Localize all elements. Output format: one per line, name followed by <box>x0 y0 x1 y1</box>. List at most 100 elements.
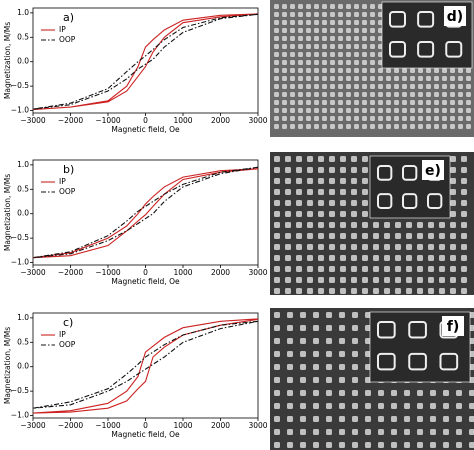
sem-dot <box>314 84 319 89</box>
sem-dot <box>307 189 313 195</box>
sem-dot <box>274 351 280 357</box>
legend-label: IP <box>59 330 66 339</box>
sem-dot <box>426 84 431 89</box>
x-tick-label: −1000 <box>95 268 121 277</box>
sem-dot <box>456 416 462 422</box>
sem-dot <box>450 189 456 195</box>
sem-dot <box>340 233 346 239</box>
sem-dot <box>417 266 423 272</box>
sem-dot <box>417 244 423 250</box>
sem-dot <box>450 100 455 105</box>
sem-dot <box>274 52 279 57</box>
sem-dot <box>274 36 279 41</box>
sem-dot <box>365 390 371 396</box>
sem-dot <box>373 244 379 250</box>
sem-dot <box>466 116 471 121</box>
x-axis-label: Magnetic field, Oe <box>111 125 180 134</box>
sem-dot <box>394 68 399 73</box>
sem-dot <box>461 156 467 162</box>
sem-dot <box>365 377 371 383</box>
sem-dot <box>329 266 335 272</box>
sem-dot <box>290 116 295 121</box>
x-axis-label: Magnetic field, Oe <box>111 277 180 286</box>
sem-dot <box>365 429 371 435</box>
sem-dot <box>430 390 436 396</box>
sem-dot <box>285 277 291 283</box>
sem-dot <box>384 244 390 250</box>
sem-dot <box>466 92 471 97</box>
sem-dot <box>340 211 346 217</box>
inset-particle <box>389 41 406 58</box>
sem-dot <box>430 416 436 422</box>
sem-dot <box>314 20 319 25</box>
sem-dot <box>450 92 455 97</box>
sem-dot <box>365 442 371 448</box>
sem-dot <box>352 312 358 318</box>
sem-dot <box>402 116 407 121</box>
sem-dot <box>296 266 302 272</box>
sem-dot <box>300 325 306 331</box>
sem-dot <box>307 156 313 162</box>
sem-dot <box>394 108 399 113</box>
sem-dot <box>354 92 359 97</box>
y-tick-label: −0.5 <box>11 81 29 90</box>
sem-dot <box>290 60 295 65</box>
sem-dot <box>330 124 335 129</box>
sem-dot <box>450 116 455 121</box>
y-tick-label: 0.0 <box>17 209 29 218</box>
sem-dot <box>282 68 287 73</box>
sem-dot <box>439 255 445 261</box>
sem-dot <box>426 76 431 81</box>
sem-dot <box>362 116 367 121</box>
sem-dot <box>378 442 384 448</box>
sem-dot <box>274 233 280 239</box>
x-tick-label: 0 <box>143 421 148 430</box>
sem-dot <box>391 442 397 448</box>
sem-dot <box>306 44 311 49</box>
sem-dot <box>404 429 410 435</box>
sem-dot <box>307 244 313 250</box>
sem-dot <box>285 244 291 250</box>
sem-dot <box>354 4 359 9</box>
sem-dot <box>285 211 291 217</box>
sem-dot <box>406 233 412 239</box>
sem-dot <box>313 429 319 435</box>
sem-dot <box>274 266 280 272</box>
sem-dot <box>306 28 311 33</box>
sem-dot <box>306 68 311 73</box>
sem-dot <box>296 178 302 184</box>
sem-dot <box>395 277 401 283</box>
sem-dot <box>326 351 332 357</box>
sem-dot <box>274 167 280 173</box>
sem-dot <box>314 52 319 57</box>
sem-dot <box>314 92 319 97</box>
sem-dot <box>378 100 383 105</box>
sem-dot <box>339 325 345 331</box>
sem-dot <box>298 44 303 49</box>
sem-dot <box>469 390 474 396</box>
inset-particle <box>408 352 427 371</box>
sem-dot <box>307 266 313 272</box>
sem-dot <box>458 92 463 97</box>
sem-dot <box>282 52 287 57</box>
sem-dot <box>274 4 279 9</box>
hysteresis-curve <box>32 166 259 259</box>
sem-dot <box>339 442 345 448</box>
sem-dot <box>296 222 302 228</box>
sem-dot <box>274 44 279 49</box>
sem-dot <box>458 68 463 73</box>
sem-dot <box>362 255 368 261</box>
sem-dot <box>352 442 358 448</box>
sem-dot <box>314 68 319 73</box>
sem-dot <box>365 312 371 318</box>
sem-dot <box>298 36 303 41</box>
sem-dot <box>318 266 324 272</box>
sem-dot <box>340 266 346 272</box>
sem-dot <box>330 44 335 49</box>
sem-dot <box>330 36 335 41</box>
sem-dot <box>285 233 291 239</box>
x-tick-label: −2000 <box>58 116 84 125</box>
sem-dot <box>439 277 445 283</box>
sem-dot <box>306 100 311 105</box>
sem-dot <box>274 68 279 73</box>
